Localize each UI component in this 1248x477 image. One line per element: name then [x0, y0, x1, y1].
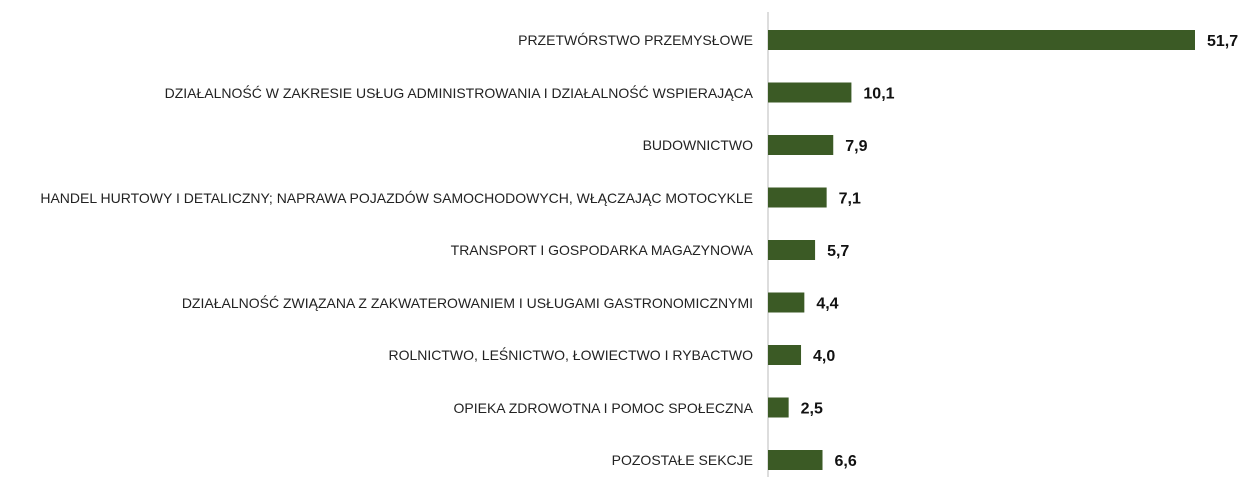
value-label: 4,0 — [813, 348, 835, 365]
bar — [768, 82, 852, 103]
bar — [768, 30, 1195, 50]
bar — [768, 345, 802, 365]
value-label: 6,6 — [835, 453, 857, 470]
category-label: BUDOWNICTWO — [642, 137, 753, 153]
category-label: POZOSTAŁE SEKCJE — [611, 452, 753, 468]
category-label: ROLNICTWO, LEŚNICTWO, ŁOWIECTWO I RYBACT… — [388, 347, 753, 363]
value-label: 51,7 — [1207, 33, 1238, 50]
bar — [768, 397, 789, 418]
bar — [768, 450, 823, 470]
value-label: 2,5 — [801, 401, 823, 418]
category-label: PRZETWÓRSTWO PRZEMYSŁOWE — [518, 32, 753, 48]
value-label: 4,4 — [816, 296, 838, 313]
value-label: 7,1 — [839, 191, 861, 208]
category-label: DZIAŁALNOŚĆ ZWIĄZANA Z ZAKWATEROWANIEM I… — [181, 294, 753, 311]
value-label: 10,1 — [863, 86, 894, 103]
category-label: TRANSPORT I GOSPODARKA MAGAZYNOWA — [450, 242, 753, 258]
bar — [768, 240, 816, 260]
category-label: OPIEKA ZDROWOTNA I POMOC SPOŁECZNA — [453, 399, 754, 416]
bar — [768, 135, 834, 155]
bar — [768, 187, 827, 208]
value-label: 5,7 — [827, 243, 849, 260]
bar — [768, 292, 805, 313]
category-label: HANDEL HURTOWY I DETALICZNY; NAPRAWA POJ… — [40, 189, 753, 206]
category-label: DZIAŁALNOŚĆ W ZAKRESIE USŁUG ADMINISTROW… — [164, 84, 753, 101]
value-label: 7,9 — [845, 138, 867, 155]
